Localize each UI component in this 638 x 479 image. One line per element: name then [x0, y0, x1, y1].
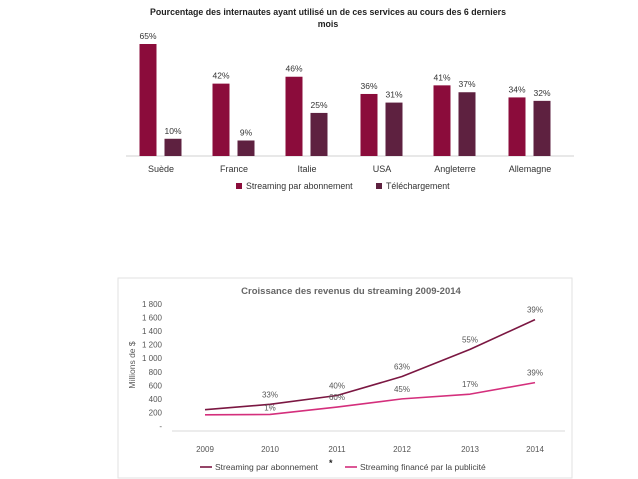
y-tick-label: 1 000: [142, 354, 163, 363]
y-tick-label: 800: [149, 368, 163, 377]
bar: [139, 44, 157, 156]
y-tick-label: 400: [149, 395, 163, 404]
y-tick-label: 1 400: [142, 327, 163, 336]
data-label: 41%: [433, 72, 450, 82]
bar: [164, 138, 182, 156]
x-tick-label: 2010: [261, 445, 279, 454]
y-tick-label: 200: [149, 408, 163, 417]
x-tick-label: Italie: [297, 164, 316, 174]
data-label: 63%: [394, 363, 410, 372]
chart-title: mois: [318, 19, 339, 29]
data-label: 25%: [310, 100, 327, 110]
bar-chart: Pourcentage des internautes ayant utilis…: [126, 7, 574, 191]
data-label: 45%: [394, 385, 410, 394]
x-tick-label: Allemagne: [509, 164, 552, 174]
x-tick-label: France: [220, 164, 248, 174]
bar: [310, 112, 328, 156]
y-axis-label: Millions de $: [127, 341, 137, 389]
legend-label: Streaming par abonnement: [246, 181, 353, 191]
line-chart: Croissance des revenus du streaming 2009…: [117, 277, 573, 479]
x-tick-label: 2014: [526, 445, 544, 454]
bar: [508, 97, 526, 156]
data-label: 36%: [360, 81, 377, 91]
y-tick-label: 1 800: [142, 300, 163, 309]
data-label: 31%: [385, 90, 402, 100]
y-tick-label: 1 200: [142, 341, 163, 350]
bar: [458, 92, 476, 156]
legend-label: Téléchargement: [386, 181, 450, 191]
data-label: 33%: [262, 390, 278, 399]
data-label: 37%: [458, 79, 475, 89]
legend-label: Streaming par abonnement: [215, 462, 319, 472]
bar: [285, 76, 303, 156]
y-tick-label: 1 600: [142, 314, 163, 323]
legend-marker: *: [329, 458, 333, 468]
bar: [433, 85, 451, 156]
legend-swatch: [236, 183, 242, 189]
data-label: 10%: [164, 126, 181, 136]
data-label: 55%: [462, 335, 478, 344]
data-label: 40%: [329, 382, 345, 391]
x-tick-label: Suède: [148, 164, 174, 174]
data-label: 17%: [462, 380, 478, 389]
data-label: 34%: [508, 84, 525, 94]
x-tick-label: 2009: [196, 445, 214, 454]
y-tick-label: -: [159, 422, 162, 431]
legend-swatch: [376, 183, 382, 189]
chart-title: Croissance des revenus du streaming 2009…: [241, 286, 461, 297]
y-tick-label: 600: [149, 381, 163, 390]
x-tick-label: 2011: [328, 445, 346, 454]
bar: [237, 140, 255, 156]
data-label: 32%: [533, 88, 550, 98]
data-label: 60%: [329, 393, 345, 402]
x-tick-label: 2013: [461, 445, 479, 454]
x-tick-label: USA: [373, 164, 392, 174]
x-tick-label: Angleterre: [434, 164, 476, 174]
series-line: [204, 318, 536, 411]
data-label: 65%: [139, 31, 156, 41]
data-label: 9%: [240, 127, 253, 137]
bar: [360, 93, 378, 156]
x-tick-label: 2012: [393, 445, 411, 454]
data-label: 39%: [527, 369, 543, 378]
chart-frame: [117, 277, 573, 479]
bar: [533, 100, 551, 156]
chart-title: Pourcentage des internautes ayant utilis…: [150, 7, 506, 17]
data-label: 42%: [212, 71, 229, 81]
data-label: 39%: [527, 306, 543, 315]
bar: [385, 102, 403, 156]
series-line: [204, 381, 536, 416]
data-label: 1%: [264, 403, 276, 412]
legend-label: Streaming financé par la publicité: [360, 462, 486, 472]
data-label: 46%: [285, 64, 302, 74]
bar: [212, 83, 230, 156]
